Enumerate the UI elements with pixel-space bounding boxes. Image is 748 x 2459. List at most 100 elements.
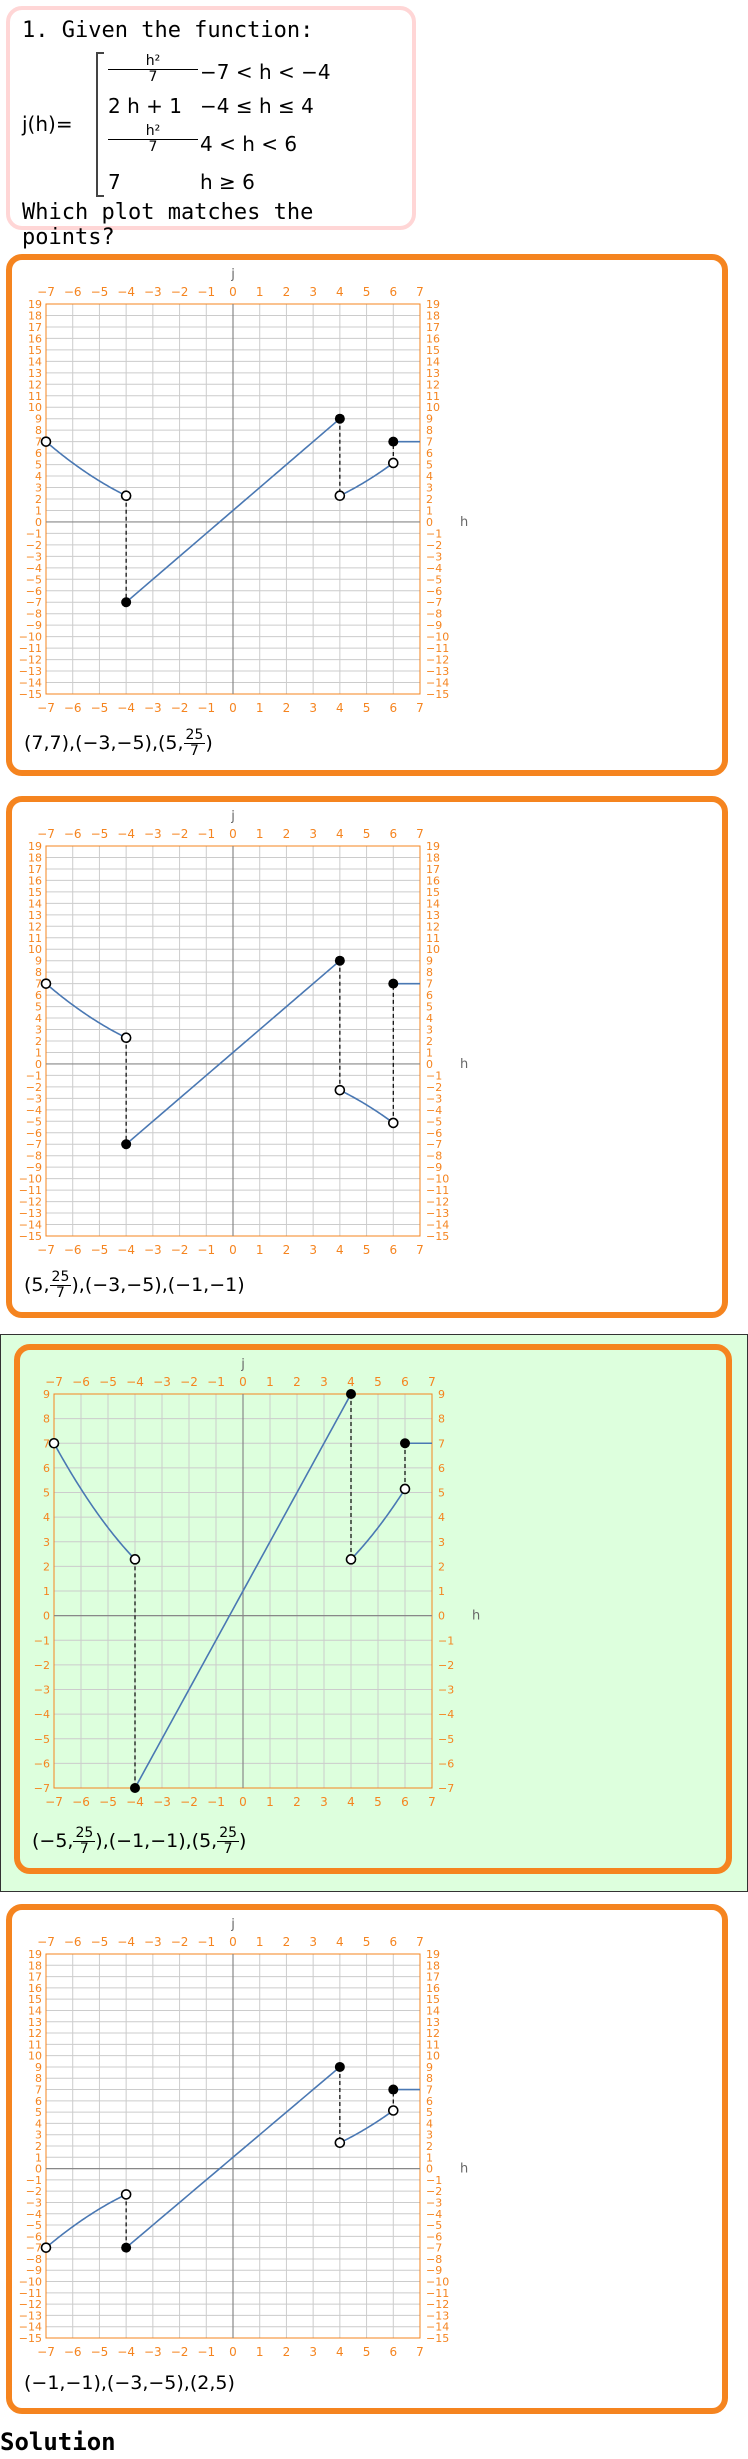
- x-tick-label-top: −6: [64, 285, 82, 299]
- y-tick-label-right: 11: [426, 932, 440, 945]
- x-tick-label-top: −6: [64, 1935, 82, 1949]
- y-tick-label-left: −5: [34, 1733, 50, 1746]
- y-tick-label-right: 15: [426, 1993, 440, 2006]
- caption-text: (−1,−1),(−3,−5),(2,5): [24, 2372, 235, 2394]
- open-point: [334, 1084, 346, 1096]
- y-tick-label-right: 2: [426, 2140, 433, 2153]
- y-tick-label-left: 2: [35, 493, 42, 506]
- y-tick-label-left: 14: [28, 355, 42, 368]
- choice-c[interactable]: −7 −7 −6 −6 −5 −5 −4 −4 −3 −3 −2 −2 −1 −1 0 0 1 1 2 2 3 3 4 4 5 5…: [14, 1344, 732, 1874]
- y-tick-label-right: −12: [426, 654, 449, 667]
- y-tick-label-right: −13: [426, 665, 449, 678]
- y-tick-label-left: −4: [34, 1708, 50, 1721]
- y-tick-label-left: 17: [28, 321, 42, 334]
- y-tick-label-left: 11: [28, 2038, 42, 2051]
- open-point: [48, 1437, 60, 1449]
- y-tick-label-right: −11: [426, 1184, 449, 1197]
- x-tick-label-top: 5: [363, 1935, 371, 1949]
- y-tick-label-left: −12: [19, 1196, 42, 1209]
- x-tick-label-bottom: 5: [374, 1795, 382, 1809]
- open-point: [129, 1554, 141, 1565]
- open-point: [120, 490, 132, 502]
- x-tick-label-bottom: 2: [283, 2345, 291, 2359]
- x-tick-label-bottom: −2: [180, 1795, 198, 1809]
- x-tick-label-top: −2: [171, 1935, 189, 1949]
- y-tick-label-right: −8: [426, 608, 442, 621]
- y-tick-label-left: −6: [26, 2230, 42, 2243]
- y-tick-label-left: 19: [28, 298, 42, 311]
- y-tick-label-left: −3: [26, 550, 42, 563]
- y-tick-label-right: 6: [426, 989, 433, 1002]
- y-tick-label-right: −10: [426, 1173, 449, 1186]
- piece-2-expr: 2 h + 1: [108, 94, 182, 118]
- chart-c: −7−7−6−6−5−5−4−4−3−3−2−2−1−1001122334455…: [34, 1357, 480, 1809]
- y-tick-label-right: −2: [426, 539, 442, 552]
- y-tick-label-left: 9: [35, 955, 42, 968]
- choice-a[interactable]: −7 −7 −6 −6 −5 −5 −4 −4 −3 −3 −2 −2 −1 −1 0 0 1 1 2 2 3 3 4 4 5 5…: [6, 254, 728, 776]
- y-tick-label-right: 8: [426, 424, 433, 437]
- x-tick-label-top: −5: [91, 285, 109, 299]
- x-tick-label-top: −3: [144, 827, 162, 841]
- x-tick-label-top: −1: [197, 285, 215, 299]
- x-tick-label-top: 6: [401, 1375, 409, 1389]
- y-tick-label-left: 5: [43, 1487, 50, 1500]
- y-tick-label-right: −4: [438, 1708, 454, 1721]
- x-tick-label-bottom: 4: [336, 2345, 344, 2359]
- x-tick-label-top: −6: [72, 1375, 90, 1389]
- y-tick-label-left: 14: [28, 2004, 42, 2017]
- y-tick-label-right: −6: [426, 2230, 442, 2243]
- x-tick-label-top: −2: [171, 827, 189, 841]
- y-tick-label-right: −9: [426, 2264, 442, 2277]
- y-tick-label-left: 8: [43, 1413, 50, 1426]
- piece-2-cond: −4 ≤ h ≤ 4: [200, 94, 314, 118]
- x-tick-label-top: 7: [416, 285, 424, 299]
- open-point: [387, 457, 399, 469]
- choice-d[interactable]: −7 −7 −6 −6 −5 −5 −4 −4 −3 −3 −2 −2 −1 −1 0 0 1 1 2 2 3 3 4 4 5 5…: [6, 1904, 728, 2414]
- y-tick-label-left: −4: [26, 2208, 42, 2221]
- y-tick-label-right: 1: [438, 1585, 445, 1598]
- open-point: [345, 1554, 357, 1565]
- y-tick-label-left: 5: [35, 459, 42, 472]
- x-tick-label-bottom: 1: [256, 2345, 264, 2359]
- y-tick-label-right: −7: [426, 596, 442, 609]
- y-tick-label-right: −8: [426, 2253, 442, 2266]
- closed-point: [130, 1783, 140, 1793]
- y-tick-label-right: −10: [426, 2276, 449, 2289]
- y-tick-label-right: 2: [426, 493, 433, 506]
- y-tick-label-right: 5: [426, 459, 433, 472]
- y-tick-label-right: 7: [426, 2084, 433, 2097]
- x-tick-label-bottom: 7: [416, 1243, 424, 1257]
- y-tick-label-right: 16: [426, 332, 440, 345]
- y-tick-label-left: 4: [35, 2117, 42, 2130]
- y-tick-label-right: −6: [426, 585, 442, 598]
- closed-point: [121, 1139, 132, 1150]
- x-tick-label-top: −4: [117, 1935, 135, 1949]
- closed-point: [346, 1389, 356, 1399]
- y-tick-label-right: 3: [426, 1024, 433, 1037]
- x-tick-label-bottom: −1: [197, 2345, 215, 2359]
- y-tick-label-right: 17: [426, 321, 440, 334]
- y-tick-label-left: 9: [35, 2061, 42, 2074]
- y-tick-label-right: 6: [438, 1462, 445, 1475]
- y-tick-label-right: 15: [426, 886, 440, 899]
- y-tick-label-right: 3: [438, 1536, 445, 1549]
- y-tick-label-right: −3: [426, 1092, 442, 1105]
- y-tick-label-right: 6: [426, 2095, 433, 2108]
- x-tick-label-top: 0: [229, 285, 237, 299]
- y-tick-label-left: 10: [28, 2050, 42, 2063]
- y-tick-label-left: −9: [26, 619, 42, 632]
- piece-1-expr: h² 7: [108, 54, 198, 85]
- x-tick-label-top: −7: [37, 285, 55, 299]
- y-tick-label-left: −6: [34, 1757, 50, 1770]
- y-tick-label-right: 19: [426, 1948, 440, 1961]
- choice-b[interactable]: −7 −7 −6 −6 −5 −5 −4 −4 −3 −3 −2 −2 −1 −1 0 0 1 1 2 2 3 3 4 4 5 5…: [6, 796, 728, 1318]
- x-tick-label-top: −5: [91, 827, 109, 841]
- curve-segment: [45, 983, 127, 1039]
- y-tick-label-left: −15: [19, 688, 42, 701]
- x-tick-label-top: 7: [416, 827, 424, 841]
- y-tick-label-left: 8: [35, 424, 42, 437]
- y-tick-label-right: 12: [426, 378, 440, 391]
- y-tick-label-right: 8: [426, 966, 433, 979]
- y-tick-label-right: −14: [426, 1219, 449, 1232]
- x-tick-label-bottom: 7: [428, 1795, 436, 1809]
